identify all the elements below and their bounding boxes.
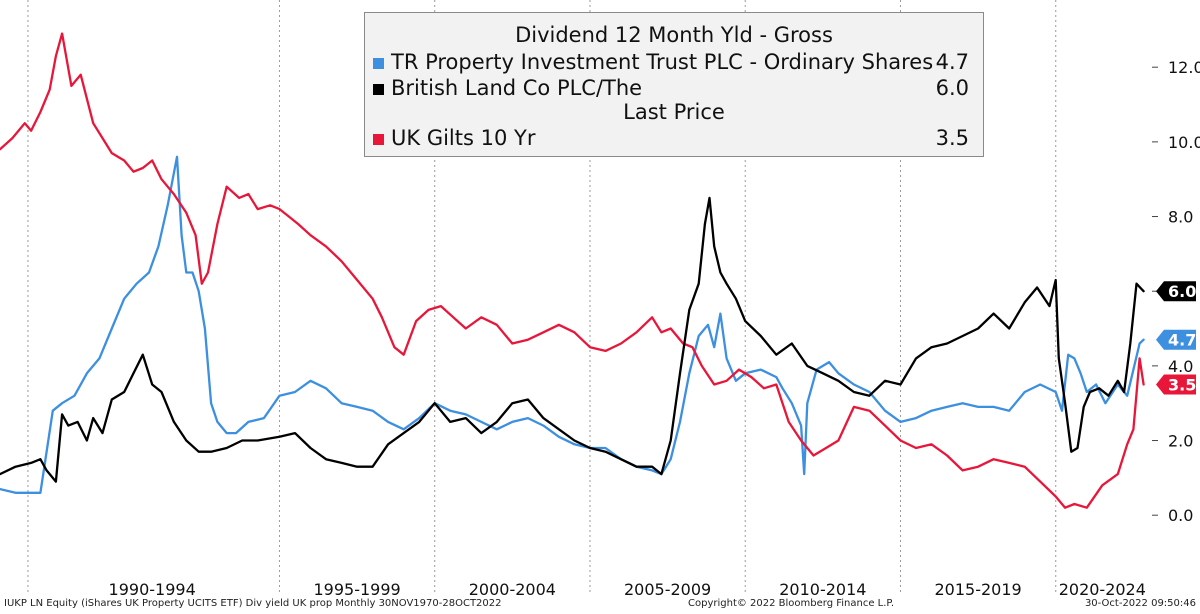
legend-item-uk-gilts: UK Gilts 10 Yr 3.5 xyxy=(373,126,969,152)
legend-value: 4.7 xyxy=(935,50,969,74)
y-tick-label: 12.0 xyxy=(1168,58,1200,77)
x-period-label: 2005-2009 xyxy=(624,580,711,599)
legend-value: 3.5 xyxy=(935,126,969,150)
footer-copyright: Copyright© 2022 Bloomberg Finance L.P. xyxy=(688,598,895,609)
legend-label: British Land Co PLC/The xyxy=(391,76,643,100)
last-value-badge xyxy=(1156,281,1196,302)
last-value-label: 4.7 xyxy=(1168,331,1196,350)
legend-label: UK Gilts 10 Yr xyxy=(391,126,536,150)
gridlines xyxy=(27,0,1057,594)
last-value-label: 3.5 xyxy=(1168,376,1196,395)
x-period-label: 2020-2024 xyxy=(1059,580,1146,599)
series-line-1 xyxy=(0,196,1145,483)
legend-item-british-land: British Land Co PLC/The 6.0 xyxy=(373,76,969,102)
legend-swatch xyxy=(373,134,384,145)
series-line-2 xyxy=(0,32,1145,509)
legend-swatch xyxy=(373,58,384,69)
last-value-badge xyxy=(1156,374,1196,395)
legend: Dividend 12 Month Yld - Gross TR Propert… xyxy=(364,12,984,157)
footer-source: IUKP LN Equity (iShares UK Property UCIT… xyxy=(4,598,502,609)
x-period-label: 1990-1994 xyxy=(109,580,196,599)
series-lines xyxy=(0,32,1145,509)
last-value-badges: 4.7 6.0 3.5 xyxy=(1156,281,1196,395)
x-period-label: 1995-1999 xyxy=(313,580,400,599)
legend-item-tr-property: TR Property Investment Trust PLC - Ordin… xyxy=(373,50,969,76)
footer-timestamp: 30-Oct-2022 09:50:46 xyxy=(1084,598,1196,609)
last-value-badge xyxy=(1156,329,1196,350)
y-tick-label: 8.0 xyxy=(1168,208,1193,227)
legend-section-title: Last Price xyxy=(623,100,725,124)
y-tick-label: 4.0 xyxy=(1168,357,1193,376)
x-axis: 1990-1994 1995-1999 2000-2004 2005-2009 2010… xyxy=(109,580,1146,599)
x-period-label: 2000-2004 xyxy=(469,580,556,599)
y-tick-label: 0.0 xyxy=(1168,506,1193,525)
y-tick-label: 10.0 xyxy=(1168,133,1200,152)
legend-value: 6.0 xyxy=(935,76,969,100)
x-period-label: 2010-2014 xyxy=(779,580,866,599)
y-tick-label: 2.0 xyxy=(1168,432,1193,451)
x-period-label: 2015-2019 xyxy=(935,580,1022,599)
legend-swatch xyxy=(373,84,384,95)
legend-label: TR Property Investment Trust PLC - Ordin… xyxy=(391,50,934,74)
last-value-label: 6.0 xyxy=(1168,282,1196,301)
legend-title: Dividend 12 Month Yld - Gross xyxy=(515,23,833,47)
